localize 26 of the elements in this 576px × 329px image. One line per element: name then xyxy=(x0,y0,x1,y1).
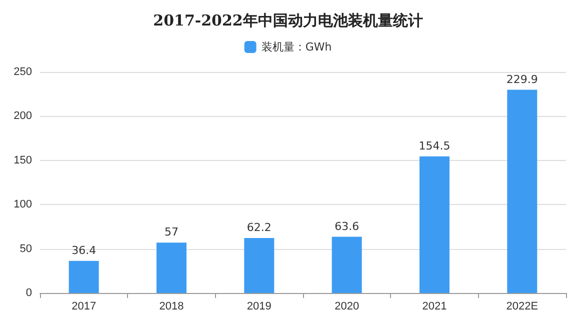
data-label: 229.9 xyxy=(506,72,538,86)
x-tick-label: 2022E xyxy=(506,300,538,312)
y-tick-label: 0 xyxy=(26,287,32,299)
bar xyxy=(68,260,99,293)
bar xyxy=(420,156,450,293)
legend-label: 装机量：GWh xyxy=(261,40,332,54)
data-label: 154.5 xyxy=(418,139,450,152)
bar xyxy=(332,236,362,293)
y-tick-label: 50 xyxy=(20,242,32,255)
y-tick-label: 100 xyxy=(14,198,32,211)
bar xyxy=(244,238,274,293)
data-label: 57 xyxy=(164,226,178,239)
x-tick-label: 2020 xyxy=(334,300,360,312)
bar xyxy=(507,90,538,293)
y-tick-label: 150 xyxy=(14,154,32,166)
data-label: 62.2 xyxy=(246,221,272,234)
chart-title: 2017-2022年中国动力电池装机量统计 xyxy=(153,12,423,30)
data-label: 63.6 xyxy=(334,220,360,233)
x-tick-label: 2019 xyxy=(246,300,272,312)
data-label: 36.4 xyxy=(72,244,96,257)
y-tick-label: 250 xyxy=(14,66,32,78)
x-tick-label: 2021 xyxy=(422,300,447,312)
x-tick-label: 2018 xyxy=(159,300,184,312)
bar xyxy=(156,242,186,293)
x-tick-label: 2017 xyxy=(72,300,96,312)
y-tick-label: 200 xyxy=(14,110,32,122)
